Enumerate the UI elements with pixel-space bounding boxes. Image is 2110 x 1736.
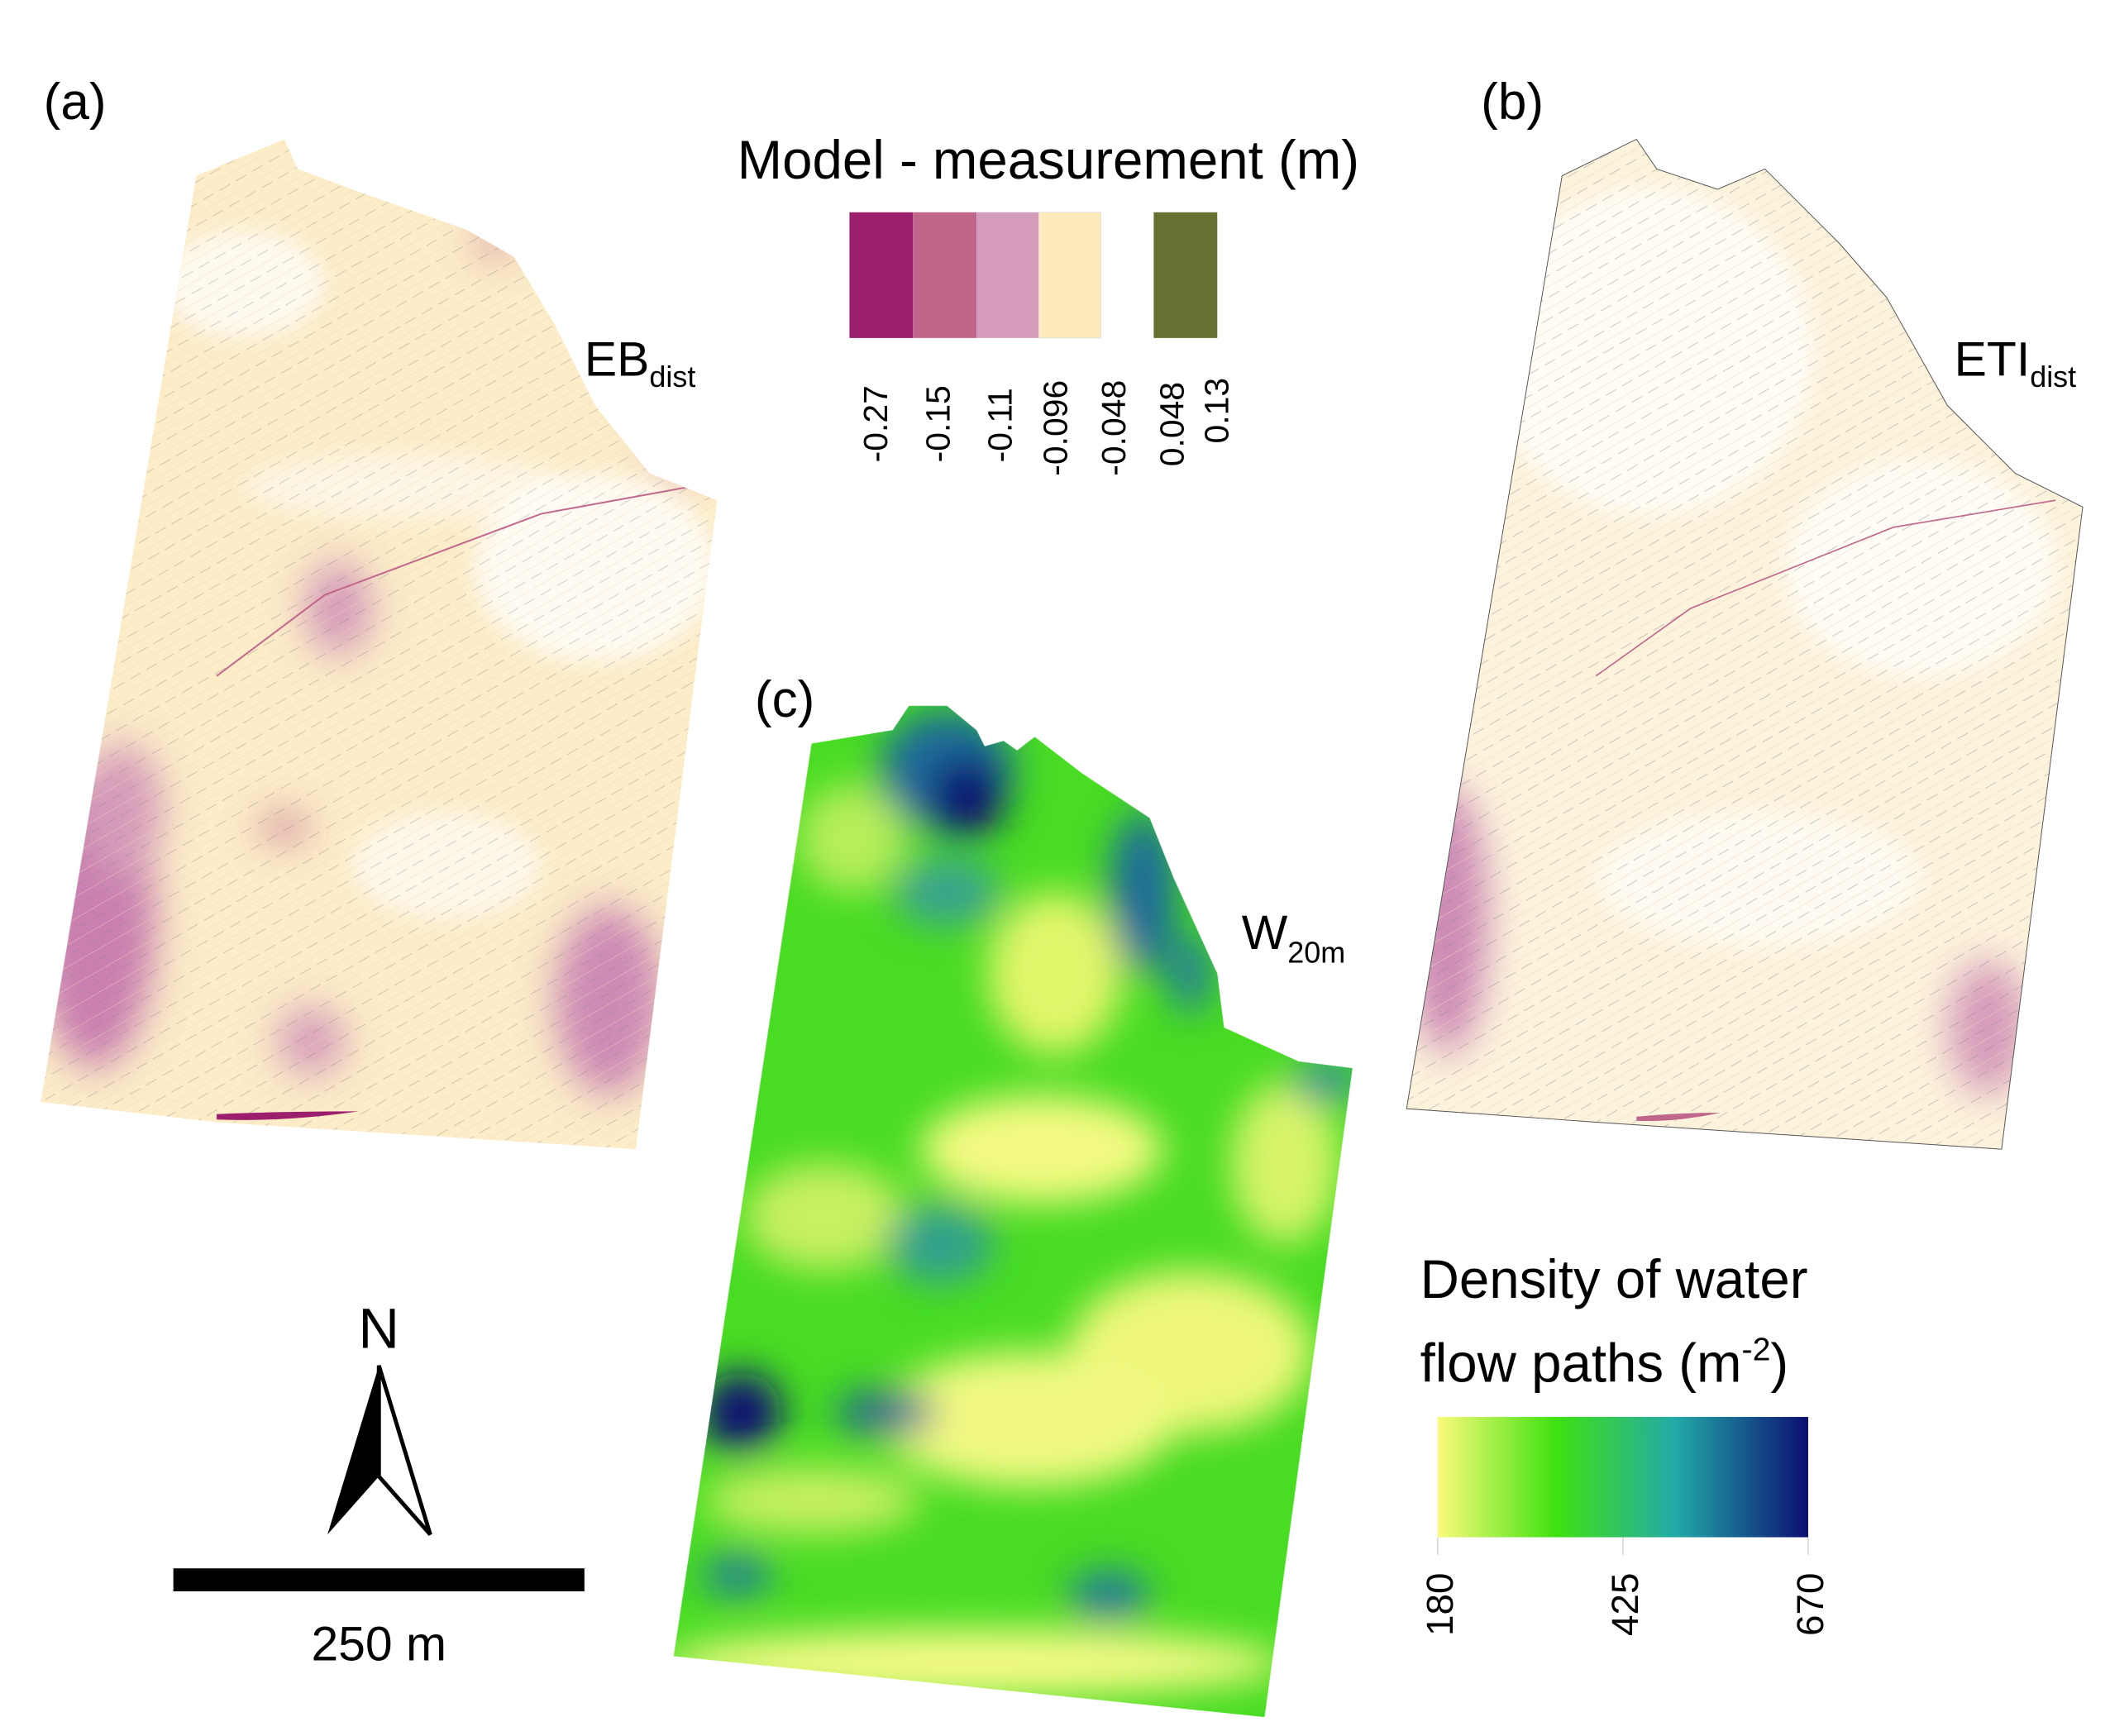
difference-legend-title: Model - measurement (m) (738, 130, 1359, 190)
legend-label-6: 0.048 (1153, 382, 1191, 466)
north-label: N (358, 1297, 399, 1361)
density-tick-425: 425 (1604, 1573, 1646, 1636)
panel-label-a: (a) (44, 74, 107, 131)
panel-name-c: W20m (1242, 906, 1346, 969)
scale-bar-label: 250 m (311, 1617, 446, 1671)
legend-label-3: -0.11 (981, 388, 1019, 462)
legend-label-1: -0.27 (857, 385, 895, 462)
scale-bar-line (173, 1568, 585, 1591)
panel-name-b: ETIdist (1955, 333, 2077, 393)
density-legend-title-line2: flow paths (m-2) (1420, 1331, 1789, 1393)
map-panel-b: (b) ETIdist (1406, 74, 2084, 1150)
difference-legend: Model - measurement (m) -0.27 -0.15 -0.1… (738, 130, 1359, 476)
density-tick-180: 180 (1419, 1573, 1461, 1636)
legend-swatch-green (1153, 212, 1218, 338)
legend-label-7: 0.13 (1197, 378, 1235, 444)
panel-label-c: (c) (755, 671, 814, 728)
density-tick-670: 670 (1789, 1573, 1831, 1636)
legend-label-5: -0.048 (1095, 380, 1133, 476)
map-panel-a: (a) EBdist (41, 74, 718, 1150)
density-legend-title-line1: Density of water (1420, 1249, 1808, 1309)
legend-swatch-4 (1038, 212, 1102, 339)
legend-swatch-1 (849, 212, 914, 338)
legend-label-2: -0.15 (919, 385, 957, 462)
legend-swatch-3 (976, 212, 1039, 338)
scale-bar: 250 m (173, 1568, 585, 1671)
panel-label-b: (b) (1481, 74, 1544, 131)
density-legend: Density of water flow paths (m-2) 180 42… (1419, 1249, 1831, 1636)
legend-label-4: -0.096 (1037, 380, 1075, 476)
legend-swatch-2 (913, 212, 977, 338)
panel-name-a: EBdist (585, 333, 696, 393)
north-arrow-icon (327, 1365, 432, 1536)
density-colorbar (1437, 1417, 1808, 1538)
map-panel-c: (c) (673, 671, 1353, 1718)
north-arrow: N (327, 1297, 432, 1536)
